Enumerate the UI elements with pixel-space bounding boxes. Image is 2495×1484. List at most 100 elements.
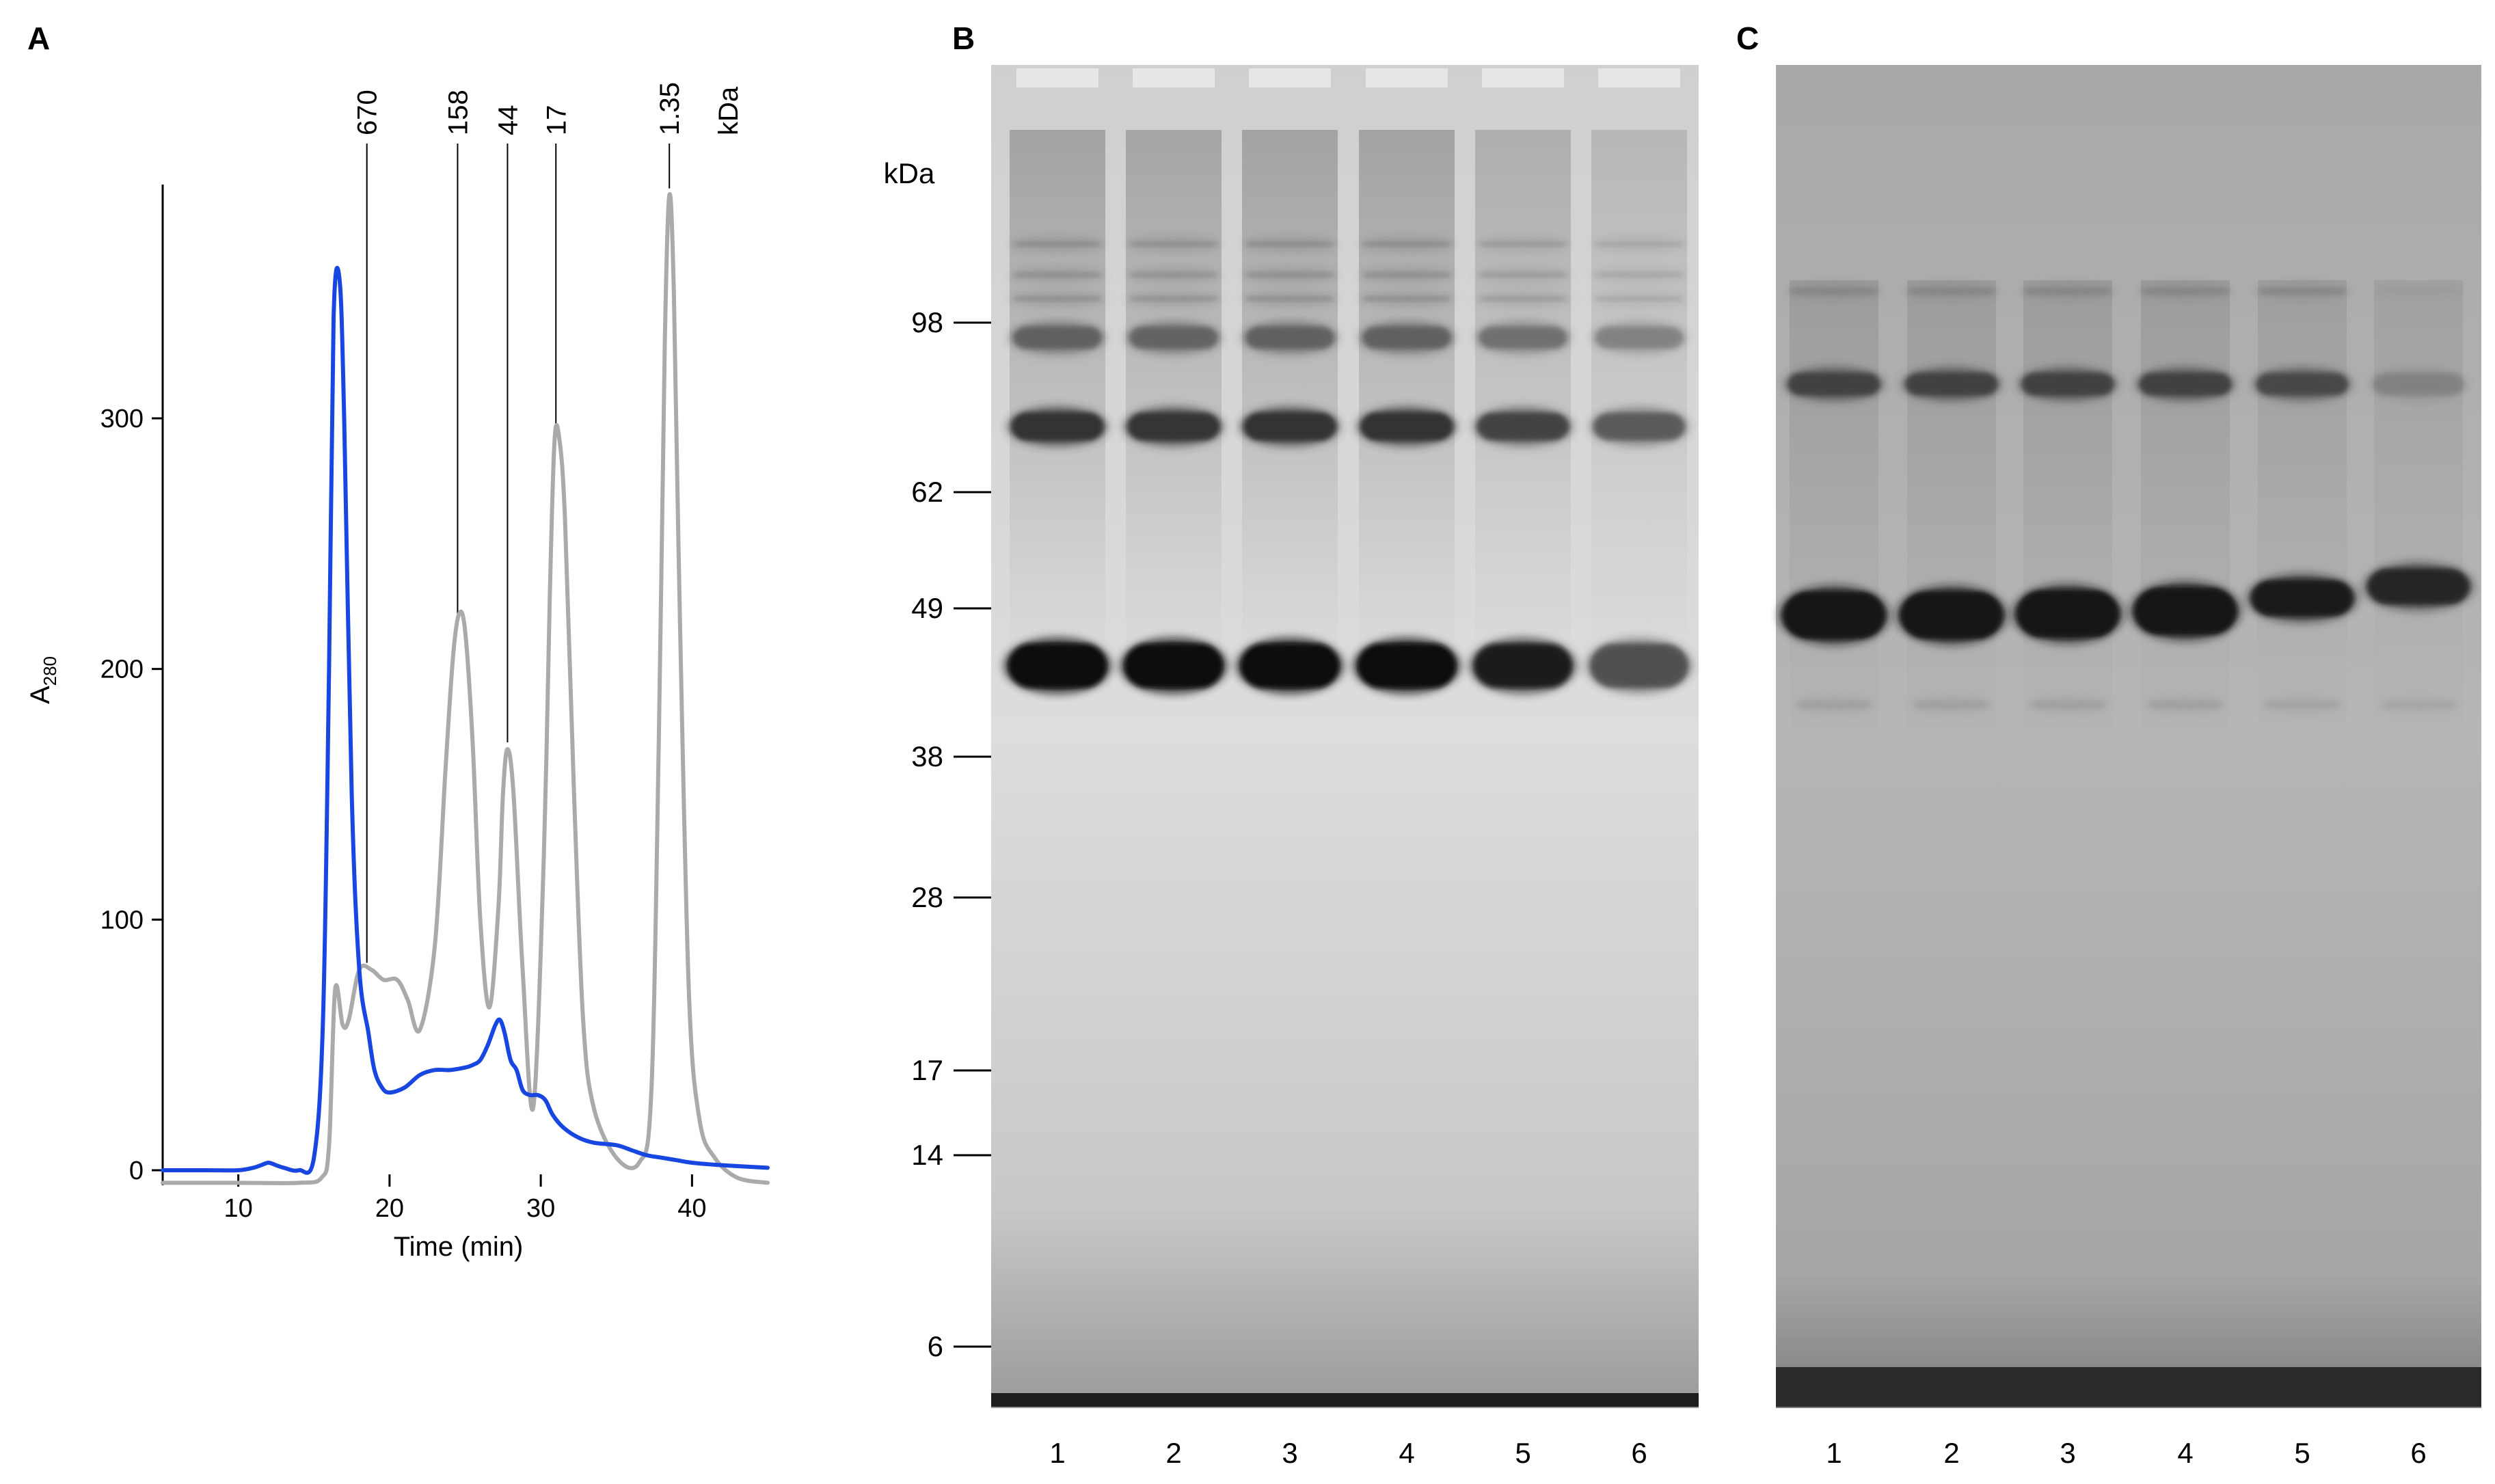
gel-c-smear	[2374, 280, 2463, 759]
gel-b-lane-label: 2	[1165, 1437, 1181, 1469]
gel-b-band-middle-core	[1244, 413, 1336, 440]
gel-c-smear	[1790, 280, 1878, 759]
gel-b-faint-band	[1242, 237, 1338, 252]
standards-unit-label: kDa	[714, 86, 744, 135]
standard-marker-label: 1.35	[655, 82, 685, 135]
series-line-sample	[161, 265, 770, 1175]
gel-b-faint-band	[1242, 291, 1338, 306]
gel-c-band-upper	[2135, 368, 2235, 401]
gel-b-marker-label: 38	[911, 740, 943, 772]
gel-c-faint-lower-band-core	[1915, 701, 1988, 708]
gel-b-band-main	[1120, 638, 1227, 693]
gel-b-band-upper	[1359, 321, 1455, 354]
gel-b-marker-label: 98	[911, 306, 943, 338]
standard-marker-label: 158	[443, 90, 473, 135]
gel-b-faint-band	[1591, 237, 1687, 252]
gel-c-lane: 1	[1779, 280, 1889, 1469]
gel-c-lane: 2	[1897, 280, 2006, 1469]
gel-b: kDa 98 62 49 38 28 17 14 6 1 2 3 4 5 6	[884, 65, 1699, 1469]
gel-b-lane: 5	[1470, 68, 1576, 1469]
gel-b-faint-band	[1359, 267, 1455, 282]
y-axis-label: A280	[25, 656, 60, 704]
gel-b-faint-band-core	[1479, 297, 1567, 301]
gel-b-faint-band-core	[1479, 273, 1567, 277]
gel-b-faint-band-core	[1014, 297, 1101, 301]
gel-b-faint-band	[1475, 291, 1571, 306]
gel-b-faint-band-core	[1246, 242, 1334, 246]
gel-b-kda-label: kDa	[884, 157, 935, 189]
gel-c-band-main	[2131, 582, 2240, 640]
x-axis-ticks: 10 20 30 40	[224, 1174, 707, 1223]
gel-b-smear	[1359, 130, 1455, 663]
gel-b-faint-band-core	[1363, 297, 1451, 301]
panel-label-a: A	[27, 21, 50, 56]
standard-marker-label: 670	[353, 90, 383, 135]
gel-c-lane: 4	[2131, 280, 2240, 1469]
gel-c-band-main	[2248, 575, 2357, 621]
gel-c-faint-band-core	[2375, 288, 2462, 294]
gel-b-band-upper-core	[1595, 327, 1683, 349]
gel-c-background	[1776, 65, 2481, 1408]
gel-b-lane: 3	[1237, 68, 1343, 1469]
gel-b-band-main-core	[1241, 644, 1339, 688]
gel-b-smear	[1475, 130, 1571, 663]
gel-b-band-middle-core	[1593, 413, 1685, 440]
gel-c-lane: 3	[2013, 280, 2122, 1469]
gel-c: 1 2 3 4 5 6	[1776, 65, 2481, 1469]
gel-b-faint-band	[1126, 267, 1222, 282]
gel-b-band-upper	[1475, 321, 1571, 354]
gel-c-band-main-core	[1783, 592, 1885, 638]
gel-b-well	[1133, 68, 1215, 87]
gel-c-band-upper-core	[2140, 373, 2231, 395]
gel-b-band-middle	[1240, 407, 1340, 446]
gel-c-lane: 6	[2364, 280, 2473, 1469]
gel-b-faint-band	[1010, 291, 1105, 306]
y-axis-ticks: 0 100 200 300	[100, 405, 163, 1185]
gel-b-band-upper-core	[1246, 327, 1334, 349]
gel-b-faint-band	[1126, 237, 1222, 252]
gel-b-faint-band-core	[1595, 242, 1683, 246]
gel-c-band-main	[2013, 585, 2122, 643]
gel-b-faint-band	[1475, 267, 1571, 282]
gel-b-band-upper	[1010, 321, 1105, 354]
gel-c-lanes: 1 2 3 4 5 6	[1779, 280, 2473, 1469]
gel-b-band-main-core	[1008, 644, 1107, 688]
gel-c-faint-lower-band-core	[2148, 701, 2222, 708]
gel-c-smear	[2258, 280, 2347, 759]
x-axis-label: Time (min)	[394, 1232, 524, 1262]
gel-b-dye-front	[991, 1393, 1699, 1407]
gel-b-faint-band-core	[1014, 242, 1101, 246]
gel-b-smear	[1591, 130, 1687, 663]
gel-c-smear	[2141, 280, 2230, 759]
gel-b-band-main	[1237, 638, 1343, 693]
gel-b-marker-label: 6	[928, 1330, 943, 1362]
gel-b-band-middle	[1124, 407, 1224, 446]
gel-b-band-main	[1353, 638, 1460, 693]
gel-c-faint-band-core	[2142, 288, 2229, 294]
gel-b-band-middle-core	[1012, 413, 1103, 440]
gel-c-band-upper	[2369, 368, 2468, 401]
gel-c-band-main	[2364, 563, 2473, 610]
gel-b-faint-band-core	[1363, 242, 1451, 246]
standard-marker-label: 17	[541, 105, 571, 136]
gel-c-faint-lower-band-core	[1797, 701, 1871, 708]
gel-c-dye-front	[1776, 1367, 2481, 1407]
gel-c-band-upper	[2252, 368, 2352, 401]
gel-c-lane: 5	[2248, 280, 2357, 1469]
gel-b-band-middle	[1357, 407, 1457, 446]
gel-b-band-main	[1004, 638, 1111, 693]
gel-b-band-middle-core	[1128, 413, 1219, 440]
series-group	[161, 191, 770, 1185]
gel-c-faint-lower-band	[2377, 696, 2459, 714]
gel-b-faint-band-core	[1130, 297, 1217, 301]
gel-b-lane-label: 3	[1282, 1437, 1297, 1469]
gel-b-faint-band	[1591, 267, 1687, 282]
gel-b-lane-label: 4	[1399, 1437, 1414, 1469]
gel-c-faint-band	[2137, 283, 2233, 299]
chromatogram-chart: 0 100 200 300 10 20 30 40 670 158 44 17 1.35 kDa T…	[25, 82, 770, 1262]
gel-c-lane-label: 5	[2294, 1437, 2310, 1469]
gel-c-faint-band	[2254, 283, 2350, 299]
gel-b-faint-band	[1010, 237, 1105, 252]
y-axis-label-sub: 280	[40, 656, 60, 686]
